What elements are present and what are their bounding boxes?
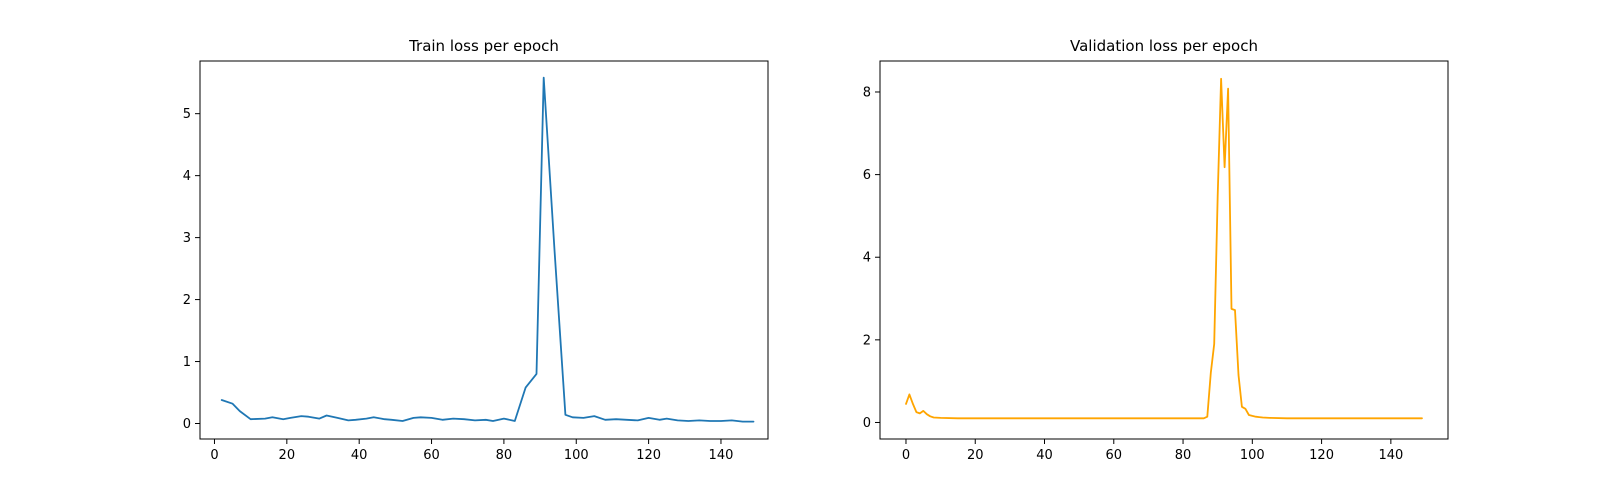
train-loss-y-tick-label: 0 [183,417,191,432]
validation-loss-x-tick-label: 40 [1036,448,1053,463]
train-loss-y-tick-label: 1 [183,355,191,370]
validation-loss-x-tick-label: 80 [1175,448,1192,463]
validation-loss-x-tick-label: 20 [967,448,984,463]
validation-loss-y-ticks: 0 2 4 6 8 [863,85,880,431]
validation-loss-x-tick-label: 60 [1106,448,1123,463]
validation-loss-x-tick-label: 140 [1378,448,1403,463]
train-loss-x-ticks: 0 20 40 60 80 100 120 140 [210,439,733,463]
train-loss-x-tick-label: 120 [636,448,661,463]
validation-loss-y-tick-label: 6 [863,168,871,183]
validation-loss-x-tick-label: 0 [902,448,910,463]
train-loss-line [220,76,755,423]
train-loss-x-tick-label: 80 [496,448,513,463]
validation-loss-y-tick-label: 4 [863,251,871,266]
train-loss-x-tick-label: 140 [709,448,734,463]
train-loss-y-tick-label: 3 [183,231,191,246]
train-loss-x-tick-label: 20 [279,448,296,463]
train-loss-x-tick-label: 60 [423,448,440,463]
train-loss-axes-frame [199,60,769,440]
validation-loss-y-tick-label: 8 [863,85,871,100]
validation-loss-line [905,77,1423,420]
validation-loss-axes-frame [879,60,1449,440]
train-loss-x-tick-label: 40 [351,448,368,463]
train-loss-x-tick-label: 0 [210,448,218,463]
validation-loss-y-tick-label: 0 [863,416,871,431]
train-loss-y-tick-label: 4 [183,169,191,184]
train-loss-x-tick-label: 100 [564,448,589,463]
train-loss-chart: Train loss per epoch 0 20 40 60 80 100 120 140 … [183,37,769,463]
validation-loss-x-ticks: 0 20 40 60 80 100 120 140 [902,439,1403,463]
train-loss-y-tick-label: 2 [183,293,191,308]
train-loss-y-tick-label: 5 [183,107,191,122]
train-loss-title: Train loss per epoch [408,37,559,55]
validation-loss-x-tick-label: 120 [1309,448,1334,463]
validation-loss-x-tick-label: 100 [1240,448,1265,463]
validation-loss-title: Validation loss per epoch [1070,37,1258,55]
validation-loss-y-tick-label: 2 [863,333,871,348]
validation-loss-chart: Validation loss per epoch 0 20 40 60 80 100 12… [863,37,1449,463]
train-loss-y-ticks: 0 1 2 3 4 5 [183,107,200,432]
